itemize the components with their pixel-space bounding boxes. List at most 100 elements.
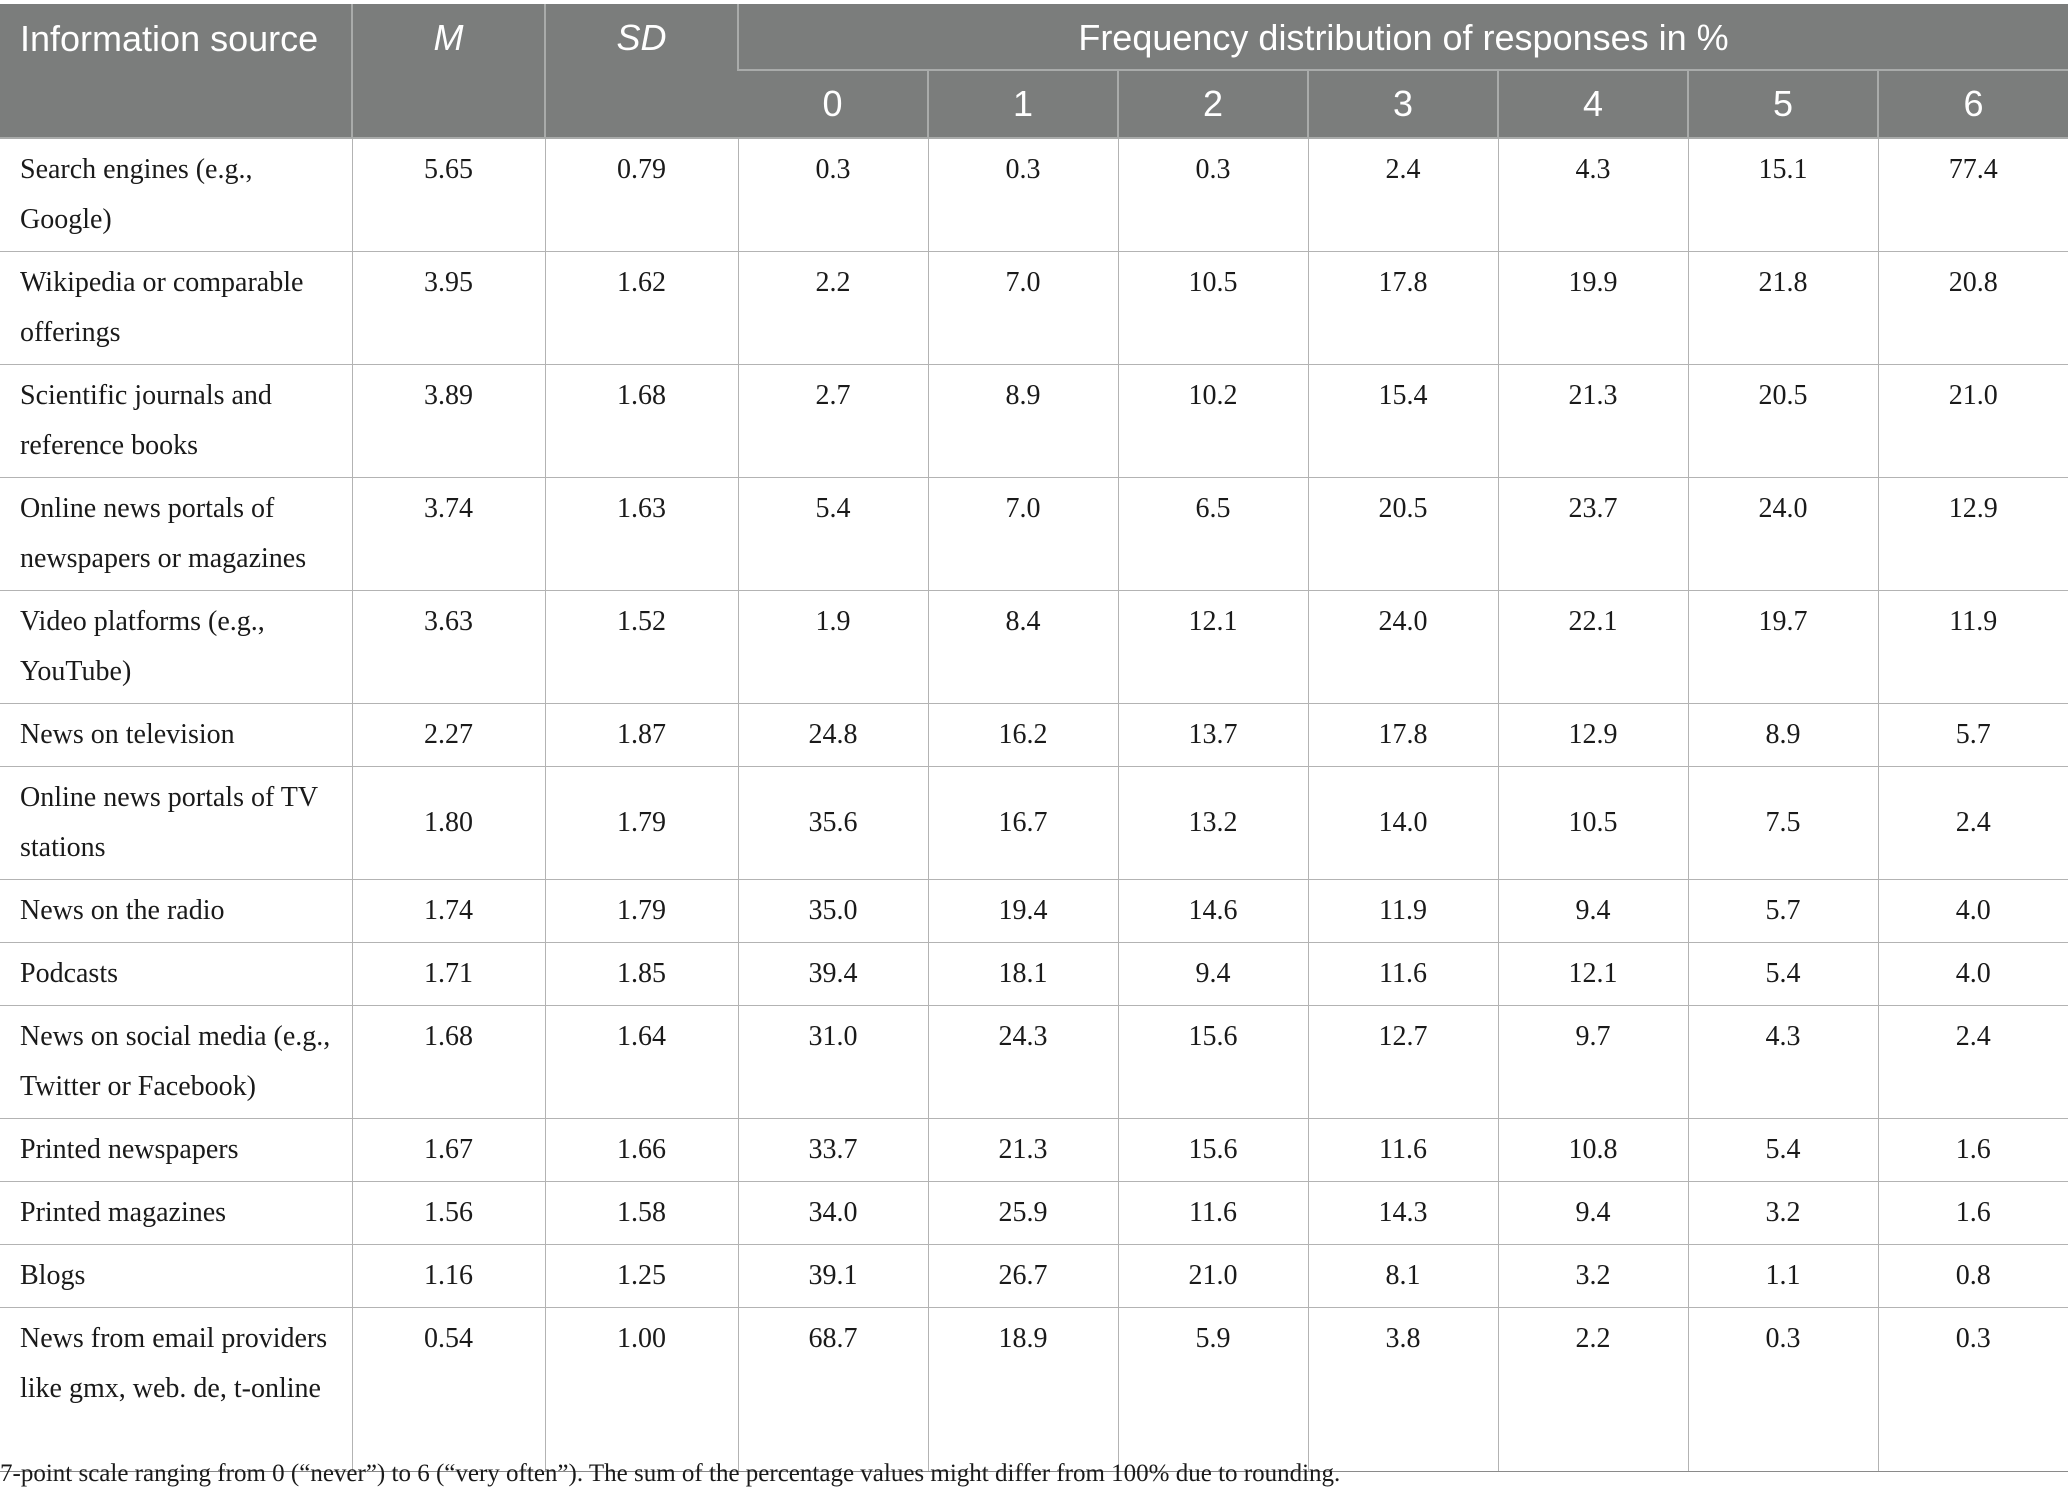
cell-frequency-4: 3.2: [1497, 1244, 1689, 1308]
cell-mean: 1.80: [351, 766, 546, 880]
cell-sd: 0.79: [544, 138, 739, 252]
cell-information-source: Printed newspapers: [0, 1118, 353, 1182]
cell-information-source: News on social media (e.g., Twitter or F…: [0, 1005, 353, 1119]
header-frequency-distribution: Frequency distribution of responses in %: [736, 4, 2068, 71]
cell-frequency-5: 3.2: [1687, 1181, 1879, 1245]
cell-frequency-2: 12.1: [1117, 590, 1309, 704]
cell-sd: 1.79: [544, 766, 739, 880]
cell-frequency-5: 19.7: [1687, 590, 1879, 704]
cell-frequency-0: 31.0: [737, 1005, 929, 1119]
table-row: Video platforms (e.g., YouTube) 3.63 1.52 1…: [0, 590, 2068, 704]
cell-frequency-4: 23.7: [1497, 477, 1689, 591]
cell-information-source: Scientific journals and reference books: [0, 364, 353, 478]
cell-frequency-1: 19.4: [927, 879, 1119, 943]
cell-frequency-0: 39.4: [737, 942, 929, 1006]
cell-frequency-2: 13.7: [1117, 703, 1309, 767]
cell-information-source: News on television: [0, 703, 353, 767]
cell-frequency-5: 21.8: [1687, 251, 1879, 365]
cell-frequency-3: 12.7: [1307, 1005, 1499, 1119]
cell-frequency-0: 5.4: [737, 477, 929, 591]
cell-frequency-0: 39.1: [737, 1244, 929, 1308]
cell-frequency-2: 6.5: [1117, 477, 1309, 591]
table-row: News on social media (e.g., Twitter or F…: [0, 1005, 2068, 1119]
cell-frequency-1: 8.4: [927, 590, 1119, 704]
header-scale-3: 3: [1307, 70, 1498, 139]
cell-information-source: Search engines (e.g., Google): [0, 138, 353, 252]
cell-frequency-0: 68.7: [737, 1307, 929, 1472]
cell-sd: 1.79: [544, 879, 739, 943]
cell-sd: 1.64: [544, 1005, 739, 1119]
cell-sd: 1.66: [544, 1118, 739, 1182]
cell-frequency-5: 8.9: [1687, 703, 1879, 767]
table-row: Wikipedia or comparable offerings 3.95 1.6…: [0, 251, 2068, 365]
cell-information-source: Online news portals of newspapers or mag…: [0, 477, 353, 591]
cell-frequency-5: 20.5: [1687, 364, 1879, 478]
cell-frequency-2: 5.9: [1117, 1307, 1309, 1472]
cell-frequency-1: 26.7: [927, 1244, 1119, 1308]
cell-sd: 1.25: [544, 1244, 739, 1308]
cell-frequency-1: 7.0: [927, 251, 1119, 365]
table-row: News on television 2.27 1.87 24.8 16.2 13.7 17…: [0, 703, 2068, 767]
cell-mean: 3.89: [351, 364, 546, 478]
cell-frequency-6: 20.8: [1877, 251, 2068, 365]
cell-frequency-0: 2.2: [737, 251, 929, 365]
table-footnote: 7-point scale ranging from 0 (“never”) t…: [0, 1460, 1341, 1487]
cell-frequency-0: 33.7: [737, 1118, 929, 1182]
cell-frequency-3: 14.3: [1307, 1181, 1499, 1245]
table-row: Online news portals of newspapers or mag…: [0, 477, 2068, 591]
cell-frequency-5: 5.4: [1687, 1118, 1879, 1182]
cell-mean: 1.71: [351, 942, 546, 1006]
cell-frequency-2: 10.5: [1117, 251, 1309, 365]
cell-frequency-6: 12.9: [1877, 477, 2068, 591]
cell-frequency-3: 11.6: [1307, 942, 1499, 1006]
cell-frequency-5: 7.5: [1687, 766, 1879, 880]
header-scale-6: 6: [1876, 70, 2068, 139]
header-information-source: Information source: [0, 4, 352, 139]
cell-sd: 1.52: [544, 590, 739, 704]
cell-frequency-4: 19.9: [1497, 251, 1689, 365]
cell-frequency-3: 14.0: [1307, 766, 1499, 880]
cell-information-source: Wikipedia or comparable offerings: [0, 251, 353, 365]
cell-frequency-1: 16.2: [927, 703, 1119, 767]
header-scale-1: 1: [927, 70, 1118, 139]
cell-frequency-5: 24.0: [1687, 477, 1879, 591]
information-source-table: Information source M SD Frequency distri…: [0, 4, 2068, 1472]
cell-frequency-5: 0.3: [1687, 1307, 1879, 1472]
cell-frequency-2: 10.2: [1117, 364, 1309, 478]
cell-frequency-3: 8.1: [1307, 1244, 1499, 1308]
cell-frequency-6: 1.6: [1877, 1118, 2068, 1182]
cell-frequency-5: 5.4: [1687, 942, 1879, 1006]
cell-sd: 1.58: [544, 1181, 739, 1245]
cell-mean: 1.74: [351, 879, 546, 943]
cell-information-source: News from email providers like gmx, web.…: [0, 1307, 353, 1472]
cell-frequency-3: 2.4: [1307, 138, 1499, 252]
cell-mean: 1.67: [351, 1118, 546, 1182]
cell-information-source: News on the radio: [0, 879, 353, 943]
table-row: Printed newspapers 1.67 1.66 33.7 21.3 15.6 11…: [0, 1118, 2068, 1182]
header-scale-2: 2: [1117, 70, 1308, 139]
cell-information-source: Blogs: [0, 1244, 353, 1308]
cell-frequency-1: 8.9: [927, 364, 1119, 478]
cell-information-source: Online news portals of TV stations: [0, 766, 353, 880]
cell-sd: 1.87: [544, 703, 739, 767]
cell-frequency-6: 21.0: [1877, 364, 2068, 478]
cell-frequency-5: 15.1: [1687, 138, 1879, 252]
cell-frequency-1: 18.9: [927, 1307, 1119, 1472]
cell-frequency-0: 24.8: [737, 703, 929, 767]
cell-frequency-4: 12.9: [1497, 703, 1689, 767]
cell-frequency-1: 24.3: [927, 1005, 1119, 1119]
cell-frequency-6: 1.6: [1877, 1181, 2068, 1245]
cell-frequency-4: 10.5: [1497, 766, 1689, 880]
cell-frequency-6: 11.9: [1877, 590, 2068, 704]
cell-frequency-0: 34.0: [737, 1181, 929, 1245]
cell-frequency-4: 22.1: [1497, 590, 1689, 704]
cell-frequency-2: 21.0: [1117, 1244, 1309, 1308]
cell-frequency-6: 2.4: [1877, 1005, 2068, 1119]
cell-frequency-2: 14.6: [1117, 879, 1309, 943]
cell-frequency-3: 20.5: [1307, 477, 1499, 591]
cell-information-source: Printed magazines: [0, 1181, 353, 1245]
cell-information-source: Podcasts: [0, 942, 353, 1006]
cell-frequency-5: 5.7: [1687, 879, 1879, 943]
cell-frequency-0: 0.3: [737, 138, 929, 252]
cell-frequency-4: 9.7: [1497, 1005, 1689, 1119]
